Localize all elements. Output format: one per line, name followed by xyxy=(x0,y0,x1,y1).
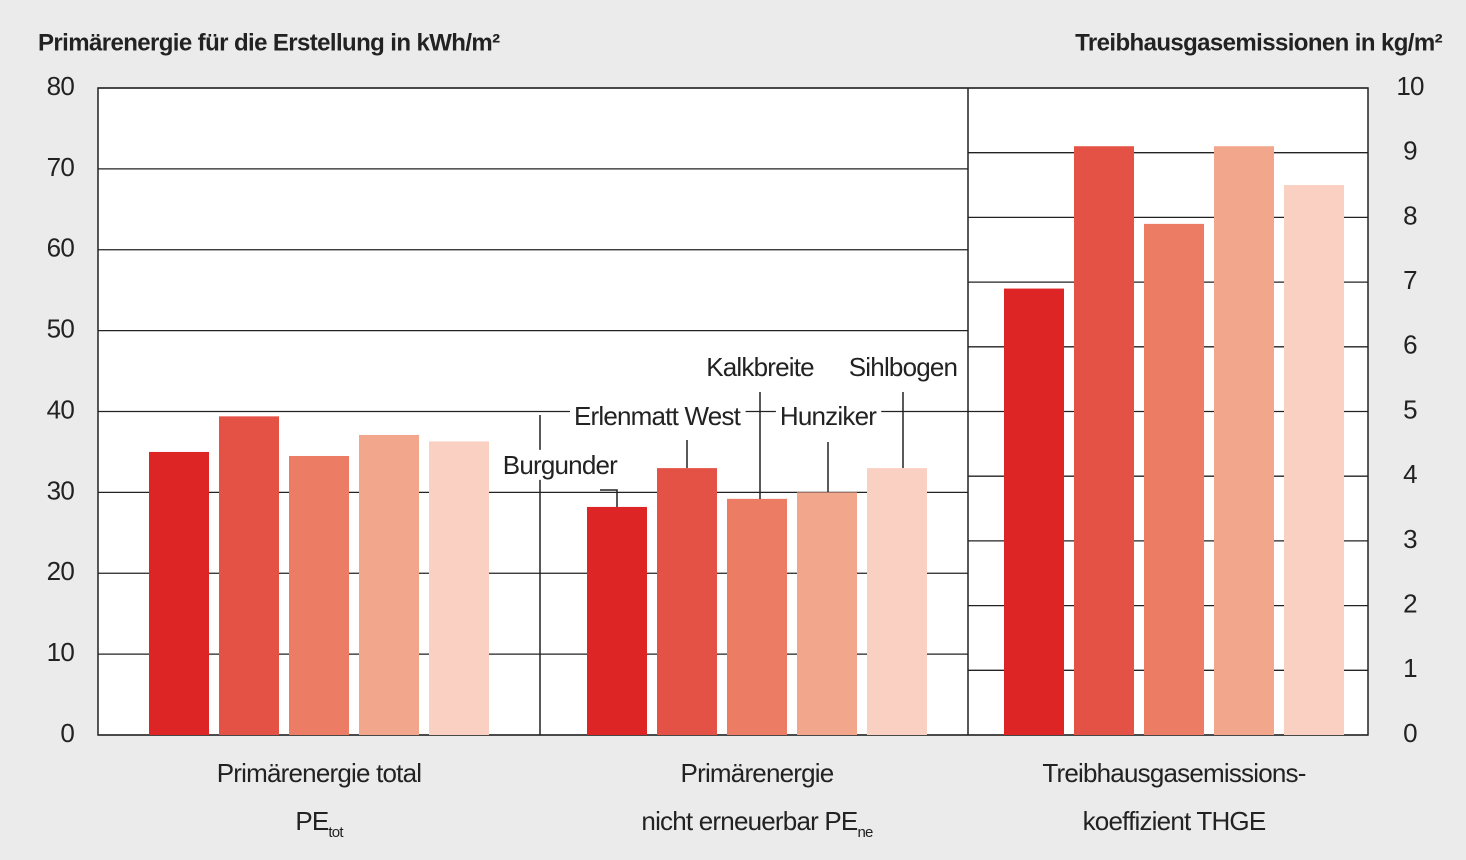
y-tick-label: 60 xyxy=(47,233,75,263)
legend-label: Hunziker xyxy=(780,401,877,431)
x-tick-label-line: Treibhausgasemissions- xyxy=(1042,758,1305,788)
x-tick-label: Primärenergie xyxy=(681,758,834,788)
y2-tick-label: 6 xyxy=(1403,330,1417,360)
legend-label-bg xyxy=(702,351,819,382)
y-tick-label: 80 xyxy=(47,71,75,101)
x-tick-label: koeffizient THGE xyxy=(1083,806,1266,836)
y2-tick-label: 7 xyxy=(1403,265,1417,295)
legend-label-bg xyxy=(775,400,882,431)
legend-label-bg xyxy=(569,400,746,431)
bar xyxy=(1074,146,1134,736)
bar xyxy=(429,441,489,735)
bar xyxy=(289,455,349,735)
bar xyxy=(1144,223,1204,735)
y2-tick-label: 3 xyxy=(1403,524,1417,554)
x-tick-label: PEtot xyxy=(295,806,344,841)
x-tick-label-line: nicht erneuerbar PE xyxy=(641,806,858,836)
bar xyxy=(587,506,647,735)
bar xyxy=(359,434,419,735)
bar xyxy=(219,416,279,735)
y2-tick-label: 8 xyxy=(1403,200,1417,230)
bar xyxy=(797,492,857,735)
legend-label: Erlenmatt West xyxy=(574,401,742,431)
y2-tick-label: 2 xyxy=(1403,588,1417,618)
legend-label: Burgunder xyxy=(503,450,618,480)
y-tick-label: 70 xyxy=(47,152,75,182)
y2-tick-label: 1 xyxy=(1403,653,1417,683)
bar xyxy=(867,468,927,735)
bar xyxy=(1214,146,1274,736)
x-tick-label: Treibhausgasemissions- xyxy=(1042,758,1305,788)
y2-tick-label: 9 xyxy=(1403,136,1417,166)
y-tick-label: 0 xyxy=(60,718,74,748)
y2-tick-label: 4 xyxy=(1403,459,1417,489)
y2-tick-label: 0 xyxy=(1403,718,1417,748)
y2-tick-label: 5 xyxy=(1403,394,1417,424)
y-tick-label: 20 xyxy=(47,556,75,586)
x-tick-label-line: koeffizient THGE xyxy=(1083,806,1266,836)
x-tick-label: nicht erneuerbar PEne xyxy=(641,806,873,841)
leader-line xyxy=(600,489,618,507)
x-tick-label: Primärenergie total xyxy=(217,758,421,788)
bar xyxy=(1284,185,1344,736)
y-tick-label: 50 xyxy=(47,314,75,344)
bar xyxy=(149,451,209,735)
x-tick-subscript: tot xyxy=(328,824,344,841)
bar xyxy=(657,468,717,735)
bar xyxy=(727,498,787,735)
chart-title: Primärenergie für die Erstellung in kWh/… xyxy=(38,29,500,56)
x-tick-subscript: ne xyxy=(857,824,873,841)
y2-title: Treibhausgasemissionen in kg/m² xyxy=(1075,29,1442,56)
x-tick-label-line: PE xyxy=(295,806,329,836)
legend-label: Kalkbreite xyxy=(706,352,814,382)
y-tick-label: 40 xyxy=(47,394,75,424)
x-tick-label-line: Primärenergie xyxy=(681,758,834,788)
bar xyxy=(1004,288,1064,735)
y-tick-label: 10 xyxy=(47,637,75,667)
x-tick-label-line: Primärenergie total xyxy=(217,758,421,788)
legend-label: Sihlbogen xyxy=(849,352,957,382)
legend-label-bg xyxy=(844,351,962,382)
y2-tick-label: 10 xyxy=(1396,71,1424,101)
y-tick-label: 30 xyxy=(47,475,75,505)
legend-label-bg xyxy=(498,449,623,480)
